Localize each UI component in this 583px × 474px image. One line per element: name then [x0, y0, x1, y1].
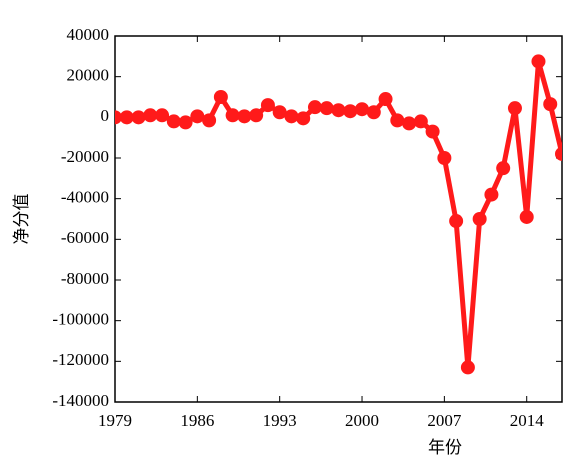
point — [272, 105, 287, 120]
y-tick-label: -40000 — [61, 188, 109, 207]
point — [390, 113, 405, 128]
point — [343, 104, 358, 119]
point — [131, 110, 146, 125]
point — [213, 90, 228, 104]
x-tick-label: 2014 — [510, 411, 545, 430]
point — [284, 109, 299, 124]
x-tick-label: 2000 — [345, 411, 379, 430]
point — [437, 151, 452, 165]
x-tick-label: 1993 — [263, 411, 297, 430]
x-tick-label: 1979 — [98, 411, 132, 430]
point — [543, 97, 558, 112]
point — [237, 109, 252, 124]
point — [143, 108, 158, 123]
point — [307, 100, 322, 115]
point — [119, 110, 134, 125]
point — [355, 102, 370, 117]
point — [249, 108, 264, 123]
point — [413, 114, 428, 129]
point — [449, 214, 464, 229]
point — [115, 110, 122, 125]
point — [472, 212, 487, 226]
plot-frame — [114, 35, 563, 403]
y-tick-label: -80000 — [61, 269, 109, 288]
point — [155, 108, 170, 123]
y-tick-label: -120000 — [52, 350, 109, 369]
y-tick-label: 40000 — [67, 25, 110, 44]
point — [331, 103, 346, 118]
point — [296, 111, 311, 126]
point — [402, 116, 417, 131]
point — [425, 124, 440, 139]
point — [531, 54, 546, 69]
x-tick-label: 1986 — [180, 411, 214, 430]
y-tick-label: -100000 — [52, 310, 109, 329]
point — [496, 161, 511, 176]
point — [519, 209, 534, 224]
point — [507, 101, 522, 116]
point — [319, 101, 334, 116]
point — [460, 360, 475, 375]
point — [190, 109, 205, 124]
y-axis-label: 净分值 — [12, 194, 32, 245]
y-tick-label: -20000 — [61, 147, 109, 166]
point — [366, 105, 381, 120]
point — [178, 115, 193, 130]
point — [260, 98, 275, 113]
point — [166, 114, 181, 129]
point — [225, 108, 240, 123]
y-tick-label: -60000 — [61, 228, 109, 247]
point — [555, 146, 562, 161]
x-tick-label: 2007 — [427, 411, 462, 430]
x-axis-label: 年份 — [428, 438, 462, 458]
y-tick-label: 0 — [101, 106, 110, 125]
point — [202, 113, 217, 128]
y-tick-label: 20000 — [67, 66, 110, 85]
point — [484, 187, 499, 202]
point — [378, 92, 393, 107]
y-tick-label: -140000 — [52, 391, 109, 410]
